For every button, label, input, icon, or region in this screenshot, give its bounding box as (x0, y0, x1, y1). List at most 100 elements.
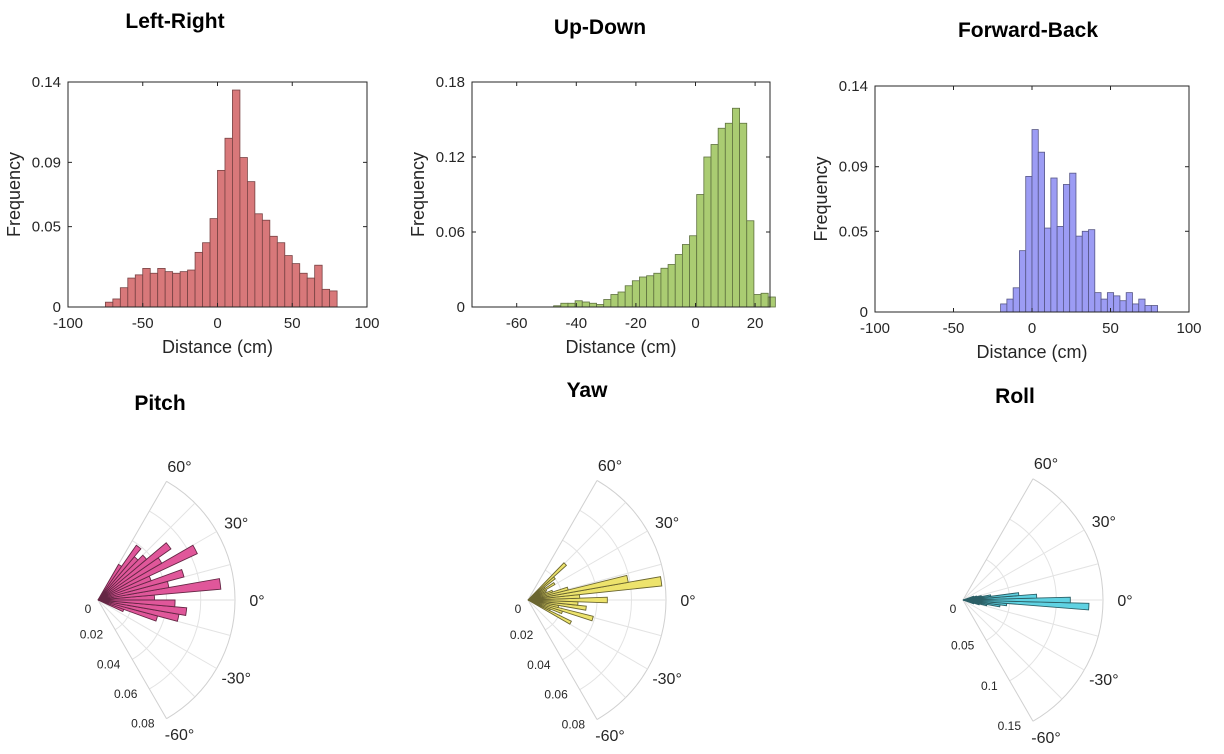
histogram-bar (1025, 175, 1033, 313)
histogram-bar (1125, 292, 1133, 313)
histogram-bar (291, 263, 301, 308)
histogram-bar (1050, 177, 1058, 313)
histogram-bar (1037, 151, 1045, 313)
r-tick-label: 0 (85, 602, 92, 616)
chart-title: Forward-Back (958, 19, 1098, 42)
x-axis-label: Distance (cm) (976, 342, 1087, 362)
polar-histogram-0: Pitch 60° 30° 0° -30° -60° 0 0.02 0.04 0.06 0.08 (80, 392, 265, 744)
histogram-bar (710, 144, 719, 308)
polar-grid-spoke (527, 599, 626, 698)
histogram-bar (560, 302, 569, 308)
histogram-bar (1132, 303, 1140, 313)
histogram-bar (724, 122, 733, 308)
histogram-bar (202, 242, 211, 308)
y-tick-label: 0.12 (436, 149, 465, 166)
polar-grid-spoke (97, 599, 167, 719)
histogram-bar (1000, 303, 1008, 313)
polar-bar (527, 599, 594, 622)
chart-title: Up-Down (554, 16, 646, 39)
theta-tick-label: 30° (1092, 514, 1116, 531)
histogram-bar (172, 272, 181, 308)
histogram-bar (703, 156, 712, 308)
r-tick-label: 0.1 (981, 679, 998, 693)
histogram-bar (589, 302, 597, 308)
histogram-bar (653, 272, 662, 308)
histogram-bar (739, 122, 748, 308)
y-tick-label: 0 (53, 299, 61, 316)
theta-tick-label: 60° (598, 458, 622, 475)
histogram-bar (1100, 298, 1108, 313)
histogram-bar (660, 267, 669, 308)
histogram-bar (269, 235, 278, 308)
y-axis-label: Frequency (408, 152, 428, 237)
chart-title: Left-Right (125, 10, 224, 33)
x-tick-label: 50 (284, 315, 301, 332)
histogram-bar (617, 291, 626, 308)
y-tick-label: 0.06 (436, 224, 465, 241)
polar-bar (97, 544, 198, 601)
y-tick-label: 0 (457, 299, 465, 316)
polar-bar (97, 599, 176, 608)
histogram-bar (1075, 235, 1083, 313)
polar-bar (527, 596, 608, 604)
axes-box (471, 81, 771, 308)
polar-bar (527, 562, 568, 601)
histogram-bar (284, 255, 293, 308)
y-axis-label: Frequency (4, 152, 24, 237)
polar-bar (962, 595, 975, 601)
r-tick-label: 0.04 (527, 658, 551, 672)
polar-grid-spoke (962, 599, 1063, 700)
x-tick-label: 0 (213, 315, 221, 332)
histogram-bar (104, 301, 114, 308)
theta-tick-label: 30° (655, 515, 679, 532)
histogram-bar (119, 287, 129, 308)
x-tick-label: -50 (132, 315, 154, 332)
histogram-bar (689, 235, 698, 308)
polar-grid-spoke (962, 599, 1034, 722)
x-tick-label: 0 (691, 315, 699, 332)
histogram-bar (681, 244, 690, 308)
x-tick-label: 100 (1176, 320, 1201, 337)
histogram-bar (187, 269, 196, 308)
histogram-bar (239, 157, 248, 308)
histogram-bar (696, 194, 705, 308)
y-tick-label: 0.09 (839, 159, 868, 176)
histogram-bar (639, 276, 648, 308)
histogram-bar (194, 251, 203, 308)
x-axis-label: Distance (cm) (565, 337, 676, 357)
histogram-bar (1119, 300, 1127, 313)
x-tick-label: -50 (943, 320, 965, 337)
histogram-bar (1012, 287, 1020, 313)
polar-grid-spoke (962, 599, 1099, 637)
histogram-bar (209, 218, 218, 308)
histogram-bar (646, 275, 655, 308)
polar-grid-spoke (97, 599, 196, 698)
polar-grid-spoke (527, 480, 598, 601)
theta-tick-label: 0° (680, 593, 695, 610)
polar-grid-spoke (962, 500, 1063, 601)
histogram-bar (610, 294, 619, 308)
histogram-chart-0: Left-Right -100 -50 0 50 100 0 0.05 0.09 0.14 Dist… (4, 10, 380, 357)
histogram-bar (1088, 229, 1096, 313)
r-tick-label: 0.02 (80, 628, 104, 642)
x-tick-label: -20 (625, 315, 647, 332)
x-tick-label: 0 (1028, 320, 1036, 337)
histogram-bar (329, 290, 338, 308)
y-tick-label: 0.09 (32, 154, 61, 171)
theta-tick-label: -60° (595, 728, 625, 745)
r-tick-label: 0.04 (97, 657, 121, 671)
histogram-bar (1150, 305, 1158, 313)
chart-title: Pitch (134, 392, 185, 415)
polar-grid-spoke (962, 478, 1034, 601)
histogram-bar (157, 268, 166, 308)
theta-tick-label: -60° (1031, 730, 1061, 747)
r-tick-label: 0 (950, 602, 957, 616)
polar-histogram-2: Roll 60° 30° 0° -30° -60° 0 0.05 0.1 0.15 (950, 385, 1133, 747)
histogram-bar (717, 127, 726, 308)
x-tick-label: -100 (53, 315, 83, 332)
histogram-bar (314, 264, 323, 308)
y-tick-label: 0.05 (32, 219, 61, 236)
histogram-bar (276, 242, 286, 308)
histogram-bar (1081, 230, 1089, 313)
y-tick-label: 0.18 (436, 74, 465, 91)
